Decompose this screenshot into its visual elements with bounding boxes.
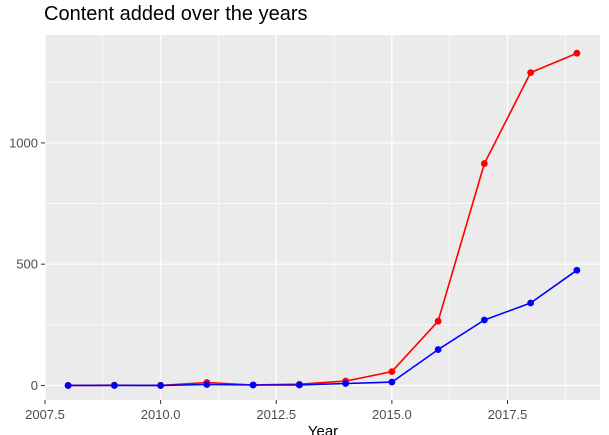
x-tick-label: 2007.5: [25, 407, 65, 422]
y-tick-label: 1000: [9, 135, 38, 150]
y-tick-label: 0: [31, 378, 38, 393]
series-1-point: [434, 317, 442, 325]
chart-title: Content added over the years: [44, 3, 308, 25]
series-2-point: [342, 380, 350, 387]
x-tick-label: 2010.0: [141, 407, 181, 422]
series-2-point: [527, 299, 535, 307]
tick-labels: 2007.5 2010.0 2012.5 2015.0 2017.5 0 500 1000: [9, 135, 527, 422]
plot-panel: [45, 35, 600, 400]
series-2-point: [480, 316, 488, 324]
y-tick-label: 500: [16, 257, 38, 272]
series-2-point: [110, 382, 118, 389]
series-2-point: [573, 266, 581, 274]
series-1-point: [480, 160, 488, 167]
axis-ticks: [41, 142, 508, 404]
series-2-point: [249, 381, 257, 389]
series-1-point: [388, 368, 396, 376]
series-2-point: [157, 382, 165, 389]
series-2-point: [203, 381, 211, 388]
x-axis-title: Year: [308, 423, 338, 435]
series-2-point: [434, 346, 442, 353]
x-tick-label: 2012.5: [256, 407, 296, 422]
series-1-point: [527, 69, 535, 76]
series-2-point: [388, 378, 396, 386]
x-tick-label: 2017.5: [488, 407, 528, 422]
series-2-point: [64, 382, 72, 389]
series-1-point: [573, 49, 581, 57]
series-line-2: [68, 269, 578, 387]
x-tick-label: 2015.0: [372, 407, 412, 422]
series-2-point: [295, 381, 303, 389]
series-layer: [64, 49, 581, 389]
